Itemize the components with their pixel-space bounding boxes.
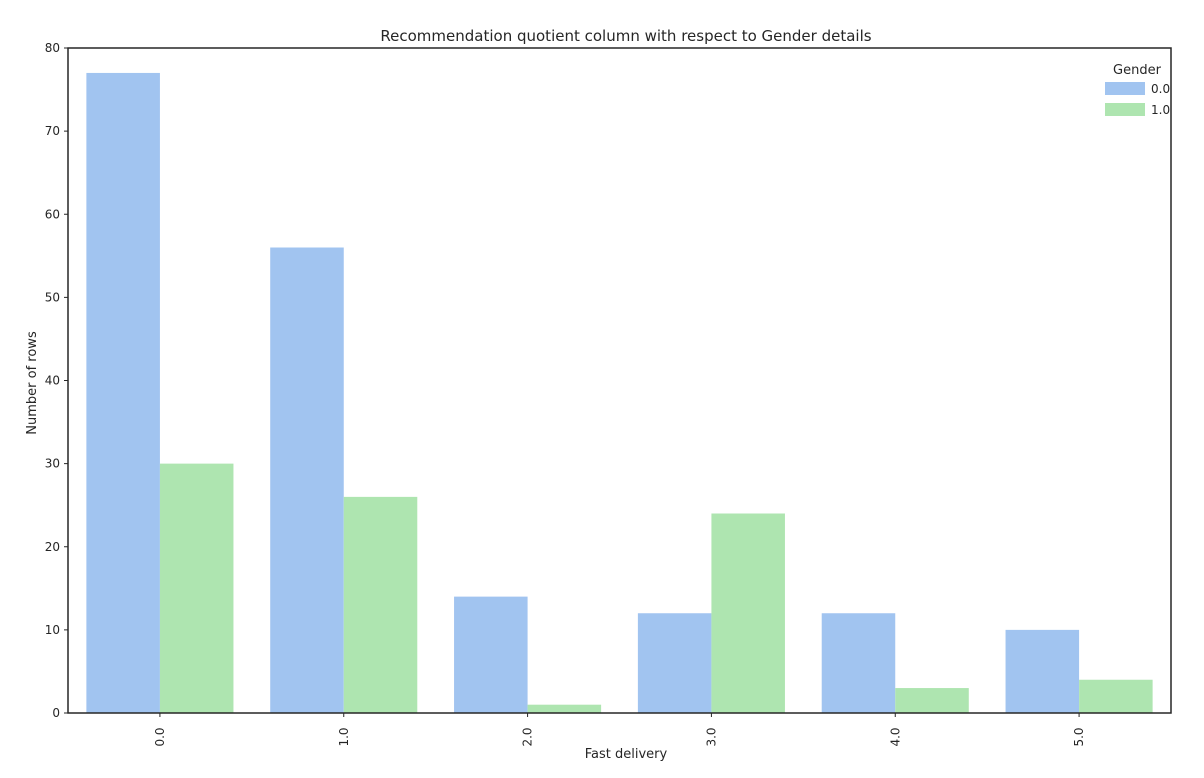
bar-series-0-cat-1 <box>270 247 344 713</box>
legend-title: Gender <box>1113 63 1162 78</box>
y-tick-label-5: 50 <box>45 290 60 304</box>
legend-swatch-series-0 <box>1105 82 1145 95</box>
y-tick-label-0: 0 <box>52 706 60 720</box>
x-tick-label-2: 2.0 <box>521 727 535 746</box>
y-axis-label: Number of rows <box>25 331 40 435</box>
bar-series-1-cat-3 <box>711 513 785 713</box>
bars-group <box>86 72 1153 713</box>
bar-series-0-cat-5 <box>1005 629 1080 713</box>
plot-frame <box>67 47 1172 714</box>
legend: Gender 0.0 1.0 <box>1105 63 1170 117</box>
legend-label-series-1: 1.0 <box>1151 103 1170 117</box>
bar-series-1-cat-0 <box>159 463 234 713</box>
bar-series-1-cat-2 <box>527 704 602 713</box>
x-tick-label-1: 1.0 <box>337 727 351 746</box>
bar-series-1-cat-4 <box>895 688 969 713</box>
x-ticks-group: 0.0 1.0 2.0 3.0 4.0 5.0 <box>153 713 1086 747</box>
x-tick-label-3: 3.0 <box>704 727 718 746</box>
bar-series-0-cat-3 <box>637 613 712 713</box>
x-tick-label-0: 0.0 <box>153 727 167 746</box>
y-tick-label-4: 40 <box>45 374 60 388</box>
x-tick-label-4: 4.0 <box>888 727 902 746</box>
y-tick-label-7: 70 <box>45 124 60 138</box>
legend-swatch-series-1 <box>1105 103 1145 116</box>
legend-label-series-0: 0.0 <box>1151 82 1170 96</box>
y-tick-label-2: 20 <box>45 540 60 554</box>
bar-series-1-cat-1 <box>343 496 418 713</box>
bar-series-0-cat-0 <box>86 72 160 713</box>
y-tick-label-1: 10 <box>45 623 60 637</box>
bar-series-1-cat-5 <box>1079 679 1153 713</box>
y-tick-label-8: 80 <box>45 41 60 55</box>
bar-series-0-cat-4 <box>821 613 896 713</box>
x-tick-label-5: 5.0 <box>1072 727 1086 746</box>
y-ticks-group: 0 10 20 30 40 50 60 70 80 <box>45 41 68 720</box>
y-tick-label-3: 30 <box>45 457 60 471</box>
y-tick-label-6: 60 <box>45 207 60 221</box>
bar-series-0-cat-2 <box>454 596 528 713</box>
chart-title: Recommendation quotient column with resp… <box>380 27 871 45</box>
x-axis-label: Fast delivery <box>585 747 668 762</box>
